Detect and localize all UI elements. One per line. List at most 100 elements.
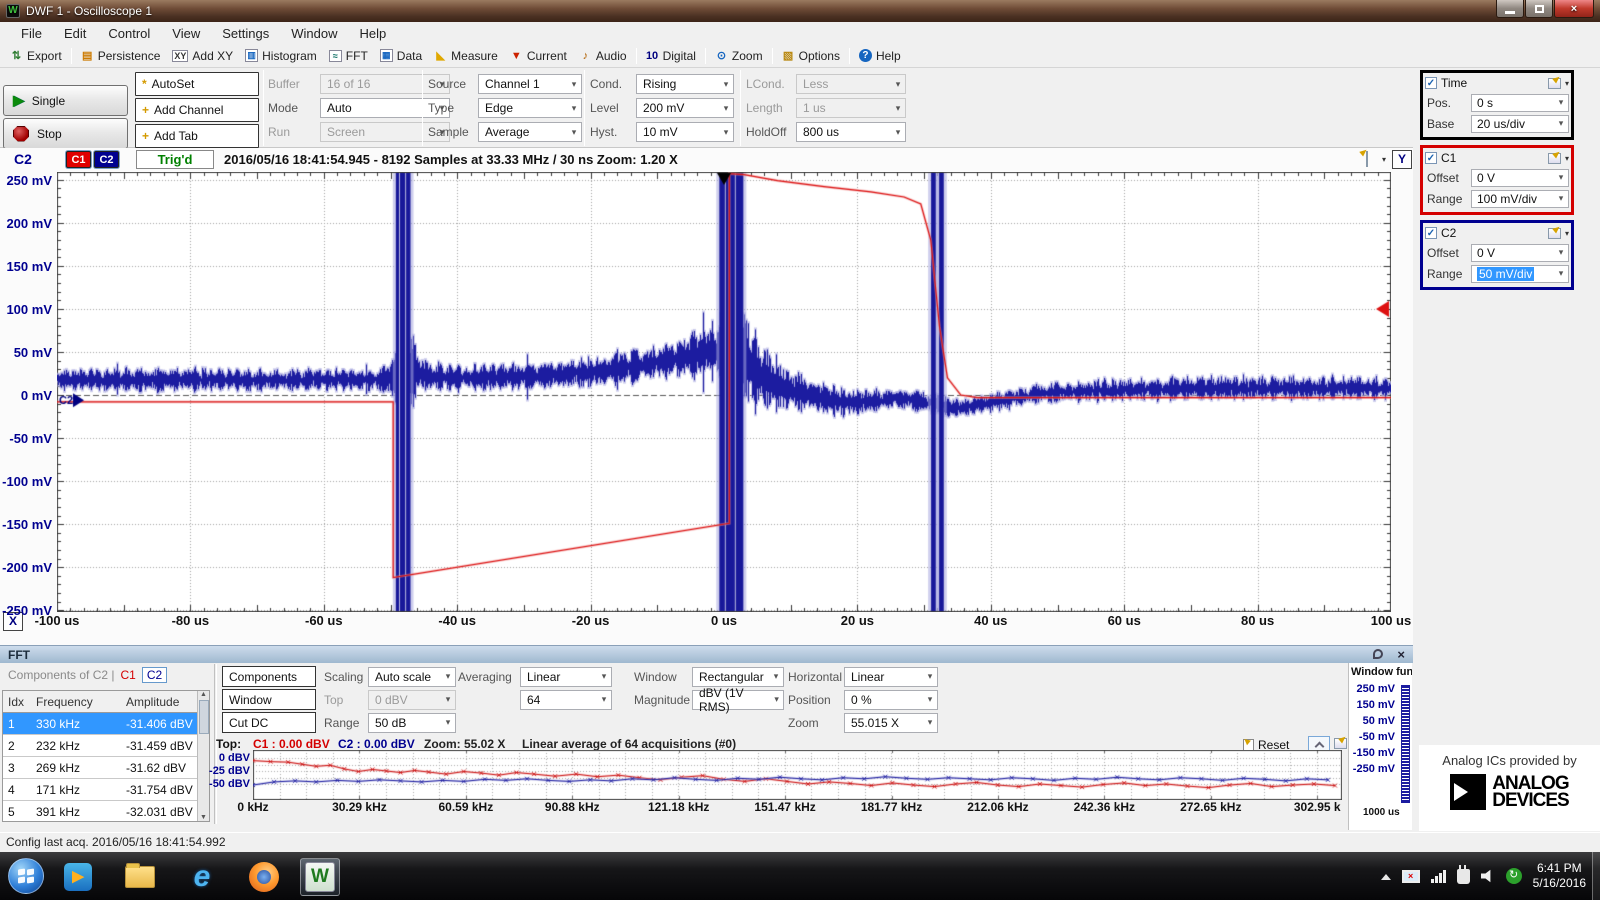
taskbar-internet-explorer[interactable]: e — [182, 858, 222, 896]
field-select-source[interactable]: Channel 1▾ — [478, 74, 582, 94]
field-select-64[interactable]: 64▾ — [520, 690, 612, 710]
field-select-level[interactable]: 200 mV▾ — [636, 98, 734, 118]
field-select-sample[interactable]: Average▾ — [478, 122, 582, 142]
config-select-c2-range[interactable]: 50 mV/div▾ — [1471, 265, 1569, 283]
autoset-button[interactable]: * AutoSet — [135, 72, 259, 96]
single-button[interactable]: ▶ Single — [3, 85, 128, 116]
table-row[interactable]: 4171 kHz-31.754 dBV — [3, 779, 209, 801]
tool-data[interactable]: ▦Data — [374, 47, 428, 65]
column-header-frequency[interactable]: Frequency — [33, 695, 123, 709]
volume-icon[interactable] — [1481, 869, 1495, 883]
add-channel-button[interactable]: + Add Channel — [135, 98, 259, 122]
power-icon[interactable] — [1457, 869, 1470, 884]
field-select-hyst[interactable]: 10 mV▾ — [636, 122, 734, 142]
field-select-magnitude[interactable]: dBV (1V RMS)▾ — [692, 690, 784, 710]
taskbar-media-player[interactable]: ▶ — [58, 858, 98, 896]
chevron-down-icon[interactable]: ▾ — [567, 123, 581, 141]
config-select-c1-range[interactable]: 100 mV/div▾ — [1471, 190, 1569, 208]
chevron-down-icon[interactable]: ▾ — [770, 691, 783, 709]
field-select-lcond[interactable]: Less▾ — [796, 74, 906, 94]
chevron-down-icon[interactable]: ▾ — [1382, 155, 1386, 164]
fft-button-window[interactable]: Window — [222, 689, 316, 710]
tool-export[interactable]: ⇅Export — [4, 47, 68, 65]
field-select-scaling[interactable]: Auto scale▾ — [368, 667, 456, 687]
sync-icon[interactable]: ↻ — [1506, 868, 1522, 884]
column-header-amplitude[interactable]: Amplitude — [123, 695, 199, 709]
chevron-down-icon[interactable]: ▾ — [923, 668, 937, 686]
field-select-horizontal[interactable]: Linear▾ — [844, 667, 938, 687]
chevron-down-icon[interactable]: ▾ — [1554, 245, 1568, 261]
fft-tab-c1[interactable]: C1 — [121, 668, 136, 682]
menu-edit[interactable]: Edit — [53, 24, 97, 43]
field-select-length[interactable]: 1 us▾ — [796, 98, 906, 118]
fft-plot[interactable] — [253, 750, 1342, 800]
tool-digital[interactable]: 10Digital — [640, 47, 702, 65]
field-select-top[interactable]: 0 dBV▾ — [368, 690, 456, 710]
tool-add-xy[interactable]: XYAdd XY — [166, 47, 239, 65]
chevron-down-icon[interactable]: ▾ — [1565, 154, 1569, 163]
hidden-icons-arrow[interactable] — [1381, 869, 1391, 880]
chevron-down-icon[interactable]: ▾ — [769, 668, 783, 686]
tool-fft[interactable]: ≈FFT — [323, 47, 374, 65]
fft-button-cut-dc[interactable]: Cut DC — [222, 712, 316, 733]
menu-control[interactable]: Control — [97, 24, 161, 43]
field-select-averaging[interactable]: Linear▾ — [520, 667, 612, 687]
field-select-holdoff[interactable]: 800 us▾ — [796, 122, 906, 142]
settings-icon[interactable] — [1548, 78, 1561, 89]
taskbar-waveforms-active[interactable]: W — [300, 858, 340, 896]
menu-window[interactable]: Window — [280, 24, 348, 43]
menu-help[interactable]: Help — [348, 24, 397, 43]
tool-measure[interactable]: ◣Measure — [428, 47, 504, 65]
menu-file[interactable]: File — [10, 24, 53, 43]
field-select-window[interactable]: Rectangular▾ — [692, 667, 784, 687]
chevron-down-icon[interactable]: ▾ — [567, 99, 581, 117]
chevron-down-icon[interactable]: ▾ — [1565, 229, 1569, 238]
settings-icon[interactable] — [1548, 153, 1561, 164]
table-row[interactable]: 2232 kHz-31.459 dBV — [3, 735, 209, 757]
chevron-down-icon[interactable]: ▾ — [719, 123, 733, 141]
field-select-type[interactable]: Edge▾ — [478, 98, 582, 118]
config-select-time-base[interactable]: 20 us/div▾ — [1471, 115, 1569, 133]
chevron-down-icon[interactable]: ▾ — [891, 75, 905, 93]
close-button[interactable]: × — [1554, 0, 1594, 18]
checkbox-c1[interactable]: ✓ — [1425, 152, 1437, 164]
checkbox-c2[interactable]: ✓ — [1425, 227, 1437, 239]
chevron-down-icon[interactable]: ▾ — [441, 668, 455, 686]
chevron-down-icon[interactable]: ▾ — [719, 75, 733, 93]
chevron-down-icon[interactable]: ▾ — [1554, 191, 1568, 207]
scrollbar-thumb[interactable] — [199, 700, 209, 734]
fft-panel-titlebar[interactable]: FFT × — [0, 645, 1413, 663]
tool-help[interactable]: ?Help — [853, 47, 907, 65]
settings-icon[interactable] — [1548, 228, 1561, 239]
channel-c2-button[interactable]: C2 — [94, 151, 119, 168]
field-select-position[interactable]: 0 %▾ — [844, 690, 938, 710]
add-tab-button[interactable]: + Add Tab — [135, 124, 259, 148]
menu-view[interactable]: View — [161, 24, 211, 43]
channel-c1-button[interactable]: C1 — [66, 151, 91, 168]
chevron-down-icon[interactable]: ▾ — [1565, 79, 1569, 88]
chevron-down-icon[interactable]: ▾ — [1554, 116, 1568, 132]
scroll-up-icon[interactable]: ▲ — [200, 691, 207, 698]
fft-button-components[interactable]: Components — [222, 666, 316, 687]
field-select-range[interactable]: 50 dB▾ — [368, 713, 456, 733]
tool-audio[interactable]: ♪Audio — [573, 47, 633, 65]
chevron-down-icon[interactable]: ▾ — [441, 714, 455, 732]
field-select-cond[interactable]: Rising▾ — [636, 74, 734, 94]
chevron-down-icon[interactable]: ▾ — [719, 99, 733, 117]
chevron-down-icon[interactable]: ▾ — [923, 691, 937, 709]
chevron-down-icon[interactable]: ▾ — [597, 691, 611, 709]
fft-tab-c2[interactable]: C2 — [142, 667, 167, 683]
chevron-down-icon[interactable]: ▾ — [1554, 170, 1568, 186]
tool-zoom[interactable]: ⊙Zoom — [709, 47, 769, 65]
pin-icon[interactable] — [1373, 649, 1383, 659]
tool-current[interactable]: ▼Current — [504, 47, 573, 65]
column-header-idx[interactable]: Idx — [3, 695, 33, 709]
field-select-zoom[interactable]: 55.015 X▾ — [844, 713, 938, 733]
config-select-c1-offset[interactable]: 0 V▾ — [1471, 169, 1569, 187]
taskbar-clock[interactable]: 6:41 PM 5/16/2016 — [1533, 861, 1590, 891]
maximize-button[interactable] — [1525, 0, 1553, 18]
start-button[interactable] — [8, 858, 44, 894]
chevron-down-icon[interactable]: ▾ — [441, 691, 455, 709]
tool-histogram[interactable]: ▥Histogram — [239, 47, 323, 65]
config-select-c2-offset[interactable]: 0 V▾ — [1471, 244, 1569, 262]
